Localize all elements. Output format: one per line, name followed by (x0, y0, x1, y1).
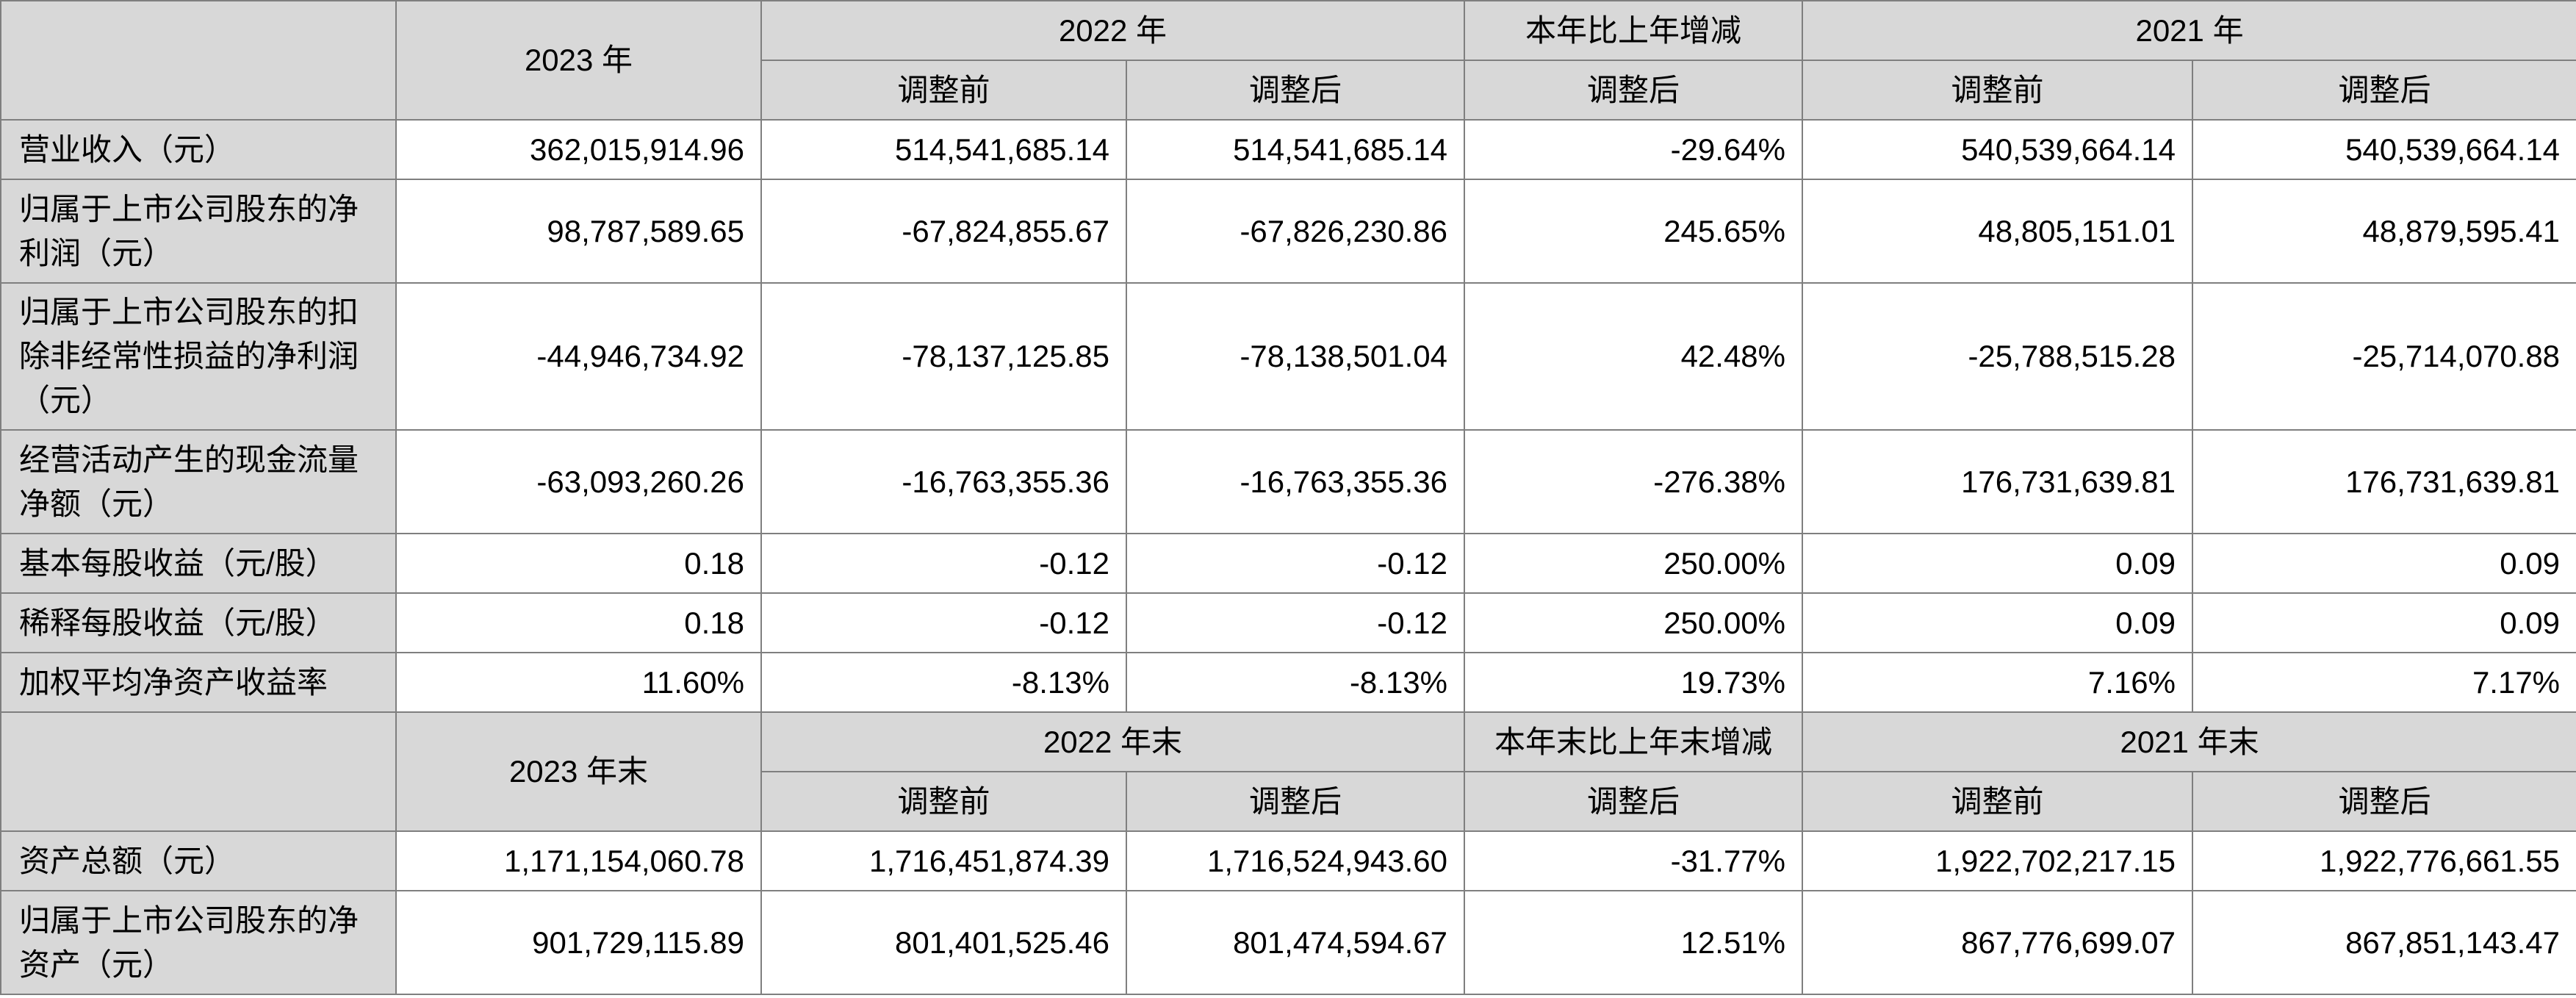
value-2021-before: 0.09 (1802, 592, 2194, 653)
value-2023: -44,946,734.92 (395, 282, 762, 431)
section1-2022-after: 调整后 (1125, 60, 1466, 121)
value-2023: 362,015,914.96 (395, 119, 762, 180)
section2-2022-after: 调整后 (1125, 771, 1466, 832)
value-change: -276.38% (1464, 429, 1804, 534)
value-2021-after: 176,731,639.81 (2192, 429, 2576, 534)
section1-change-after: 调整后 (1464, 60, 1804, 121)
table-row: 营业收入（元） 362,015,914.96 514,541,685.14 51… (0, 119, 2576, 180)
table-row: 归属于上市公司股东的净资产（元） 901,729,115.89 801,401,… (0, 890, 2576, 995)
value-2022-before: 801,401,525.46 (760, 890, 1127, 995)
value-2021-after: 1,922,776,661.55 (2192, 830, 2576, 891)
value-2022-after: 801,474,594.67 (1125, 890, 1466, 995)
section1-subheader-row: 调整前 调整后 调整后 调整前 调整后 (1, 60, 2576, 121)
row-label: 基本每股收益（元/股） (0, 533, 397, 594)
value-2023: 98,787,589.65 (395, 179, 762, 284)
section1-header-row: 2023 年 2022 年 本年比上年增减 2021 年 (0, 0, 2576, 121)
value-2021-after: 7.17% (2192, 652, 2576, 713)
section2-label-header (0, 711, 397, 832)
value-2022-before: 1,716,451,874.39 (760, 830, 1127, 891)
value-2021-before: -25,788,515.28 (1802, 282, 2194, 431)
section2-col-change: 本年末比上年末增减 (1464, 711, 1804, 772)
row-label: 加权平均净资产收益率 (0, 652, 397, 713)
value-2021-before: 867,776,699.07 (1802, 890, 2194, 995)
value-2021-after: 867,851,143.47 (2192, 890, 2576, 995)
value-2022-after: -16,763,355.36 (1125, 429, 1466, 534)
value-change: -31.77% (1464, 830, 1804, 891)
value-2021-before: 7.16% (1802, 652, 2194, 713)
value-change: 42.48% (1464, 282, 1804, 431)
section1-2021-before: 调整前 (1802, 60, 2194, 121)
section2-header-row: 2023 年末 2022 年末 本年末比上年末增减 2021 年末 (0, 711, 2576, 832)
value-2021-before: 1,922,702,217.15 (1802, 830, 2194, 891)
section2-2021-after: 调整后 (2192, 771, 2576, 832)
row-label: 归属于上市公司股东的净利润（元） (0, 179, 397, 284)
value-2021-after: -25,714,070.88 (2192, 282, 2576, 431)
section2-2022-before: 调整前 (760, 771, 1127, 832)
table-row: 稀释每股收益（元/股） 0.18 -0.12 -0.12 250.00% 0.0… (0, 592, 2576, 653)
value-2022-after: -8.13% (1125, 652, 1466, 713)
value-change: 245.65% (1464, 179, 1804, 284)
row-label: 归属于上市公司股东的扣除非经常性损益的净利润（元） (0, 282, 397, 431)
value-2023: 11.60% (395, 652, 762, 713)
value-2021-before: 0.09 (1802, 533, 2194, 594)
section2-subheader-row: 调整前 调整后 调整后 调整前 调整后 (1, 771, 2576, 832)
value-2021-after: 540,539,664.14 (2192, 119, 2576, 180)
value-2022-before: 514,541,685.14 (760, 119, 1127, 180)
value-2021-after: 0.09 (2192, 592, 2576, 653)
value-2022-before: -78,137,125.85 (760, 282, 1127, 431)
value-2023: -63,093,260.26 (395, 429, 762, 534)
section1-col-change: 本年比上年增减 (1464, 0, 1804, 61)
row-label: 经营活动产生的现金流量净额（元） (0, 429, 397, 534)
value-change: 12.51% (1464, 890, 1804, 995)
value-2023: 0.18 (395, 592, 762, 653)
table-row: 经营活动产生的现金流量净额（元） -63,093,260.26 -16,763,… (0, 429, 2576, 534)
section2-col-2023: 2023 年末 (395, 711, 762, 832)
value-2022-before: -0.12 (760, 592, 1127, 653)
value-2022-before: -67,824,855.67 (760, 179, 1127, 284)
section1-2022-before: 调整前 (760, 60, 1127, 121)
section2-col-2021: 2021 年末 (1802, 711, 2576, 772)
value-2021-after: 48,879,595.41 (2192, 179, 2576, 284)
section1-col-2023: 2023 年 (395, 0, 762, 121)
table-row: 资产总额（元） 1,171,154,060.78 1,716,451,874.3… (0, 830, 2576, 891)
value-2022-before: -0.12 (760, 533, 1127, 594)
value-2023: 901,729,115.89 (395, 890, 762, 995)
value-2021-after: 0.09 (2192, 533, 2576, 594)
value-2022-after: -78,138,501.04 (1125, 282, 1466, 431)
value-2021-before: 540,539,664.14 (1802, 119, 2194, 180)
value-change: -29.64% (1464, 119, 1804, 180)
table-row: 归属于上市公司股东的扣除非经常性损益的净利润（元） -44,946,734.92… (0, 282, 2576, 431)
value-2021-before: 48,805,151.01 (1802, 179, 2194, 284)
section1-label-header (0, 0, 397, 121)
value-2022-after: -67,826,230.86 (1125, 179, 1466, 284)
row-label: 营业收入（元） (0, 119, 397, 180)
section1-2021-after: 调整后 (2192, 60, 2576, 121)
value-2022-before: -8.13% (760, 652, 1127, 713)
value-2022-after: -0.12 (1125, 592, 1466, 653)
table-row: 基本每股收益（元/股） 0.18 -0.12 -0.12 250.00% 0.0… (0, 533, 2576, 594)
table-row: 加权平均净资产收益率 11.60% -8.13% -8.13% 19.73% 7… (0, 652, 2576, 713)
value-2022-after: 514,541,685.14 (1125, 119, 1466, 180)
value-2022-before: -16,763,355.36 (760, 429, 1127, 534)
value-2022-after: 1,716,524,943.60 (1125, 830, 1466, 891)
value-change: 250.00% (1464, 533, 1804, 594)
row-label: 稀释每股收益（元/股） (0, 592, 397, 653)
section2-2021-before: 调整前 (1802, 771, 2194, 832)
value-2021-before: 176,731,639.81 (1802, 429, 2194, 534)
section1-col-2021: 2021 年 (1802, 0, 2576, 61)
value-2022-after: -0.12 (1125, 533, 1466, 594)
table-row: 归属于上市公司股东的净利润（元） 98,787,589.65 -67,824,8… (0, 179, 2576, 284)
section1-col-2022: 2022 年 (760, 0, 1466, 61)
row-label: 资产总额（元） (0, 830, 397, 891)
value-2023: 1,171,154,060.78 (395, 830, 762, 891)
section2-change-after: 调整后 (1464, 771, 1804, 832)
section2-col-2022: 2022 年末 (760, 711, 1466, 772)
row-label: 归属于上市公司股东的净资产（元） (0, 890, 397, 995)
value-change: 19.73% (1464, 652, 1804, 713)
value-change: 250.00% (1464, 592, 1804, 653)
value-2023: 0.18 (395, 533, 762, 594)
